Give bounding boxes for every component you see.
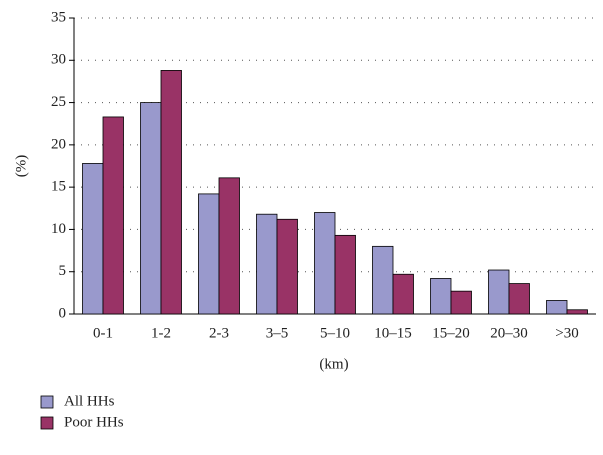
bar xyxy=(392,273,414,315)
x-tick-label: 20–30 xyxy=(490,325,528,341)
bar xyxy=(140,102,162,315)
y-axis-label: (%) xyxy=(13,155,29,178)
y-tick-label: 25 xyxy=(51,94,66,110)
bar xyxy=(256,213,278,315)
bar xyxy=(198,193,220,315)
legend-label: Poor HHs xyxy=(64,414,124,430)
x-tick-label: 10–15 xyxy=(374,325,412,341)
bar xyxy=(218,177,240,315)
y-tick-label: 30 xyxy=(51,52,66,68)
bar xyxy=(276,218,298,315)
bar xyxy=(372,245,394,315)
x-tick-label: 2-3 xyxy=(209,325,229,341)
bar xyxy=(82,163,104,315)
y-tick-label: 10 xyxy=(51,221,66,237)
bar xyxy=(546,300,568,315)
legend-swatch xyxy=(40,416,54,430)
x-tick-label: 3–5 xyxy=(266,325,289,341)
bar xyxy=(488,269,510,315)
y-tick-label: 20 xyxy=(51,136,66,152)
legend-label: All HHs xyxy=(64,393,115,409)
bar xyxy=(334,234,356,315)
x-tick-label: >30 xyxy=(555,325,578,341)
bar xyxy=(508,283,530,315)
x-tick-label: 15–20 xyxy=(432,325,470,341)
bar xyxy=(566,309,588,315)
bar xyxy=(314,212,336,315)
bar xyxy=(102,116,124,315)
x-tick-label: 1-2 xyxy=(151,325,171,341)
bar xyxy=(430,278,452,315)
x-tick-label: 5–10 xyxy=(320,325,350,341)
bar xyxy=(160,70,182,315)
y-tick-label: 35 xyxy=(51,9,66,25)
legend-swatch xyxy=(40,395,54,409)
y-tick-label: 0 xyxy=(59,305,67,321)
y-tick-label: 15 xyxy=(51,179,66,195)
x-tick-label: 0-1 xyxy=(93,325,113,341)
bar xyxy=(450,290,472,315)
y-tick-label: 5 xyxy=(59,263,67,279)
x-axis-label: (km) xyxy=(319,356,348,372)
